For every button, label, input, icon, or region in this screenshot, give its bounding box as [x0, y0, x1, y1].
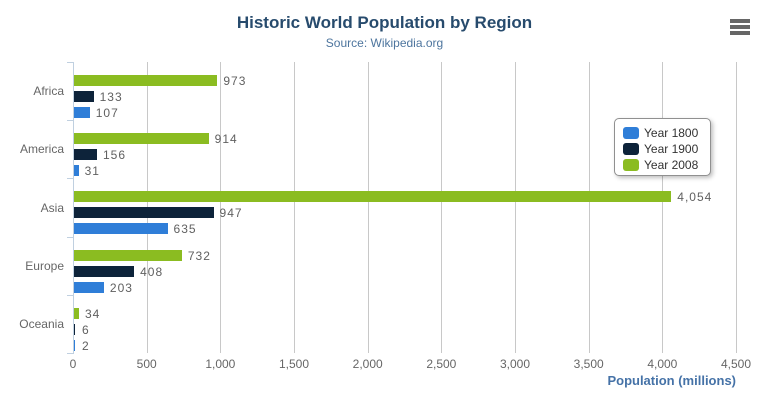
data-label: 947	[219, 206, 243, 221]
bar-year-1900-africa[interactable]	[74, 91, 94, 102]
y-category-label: Oceania	[19, 316, 64, 331]
gridline	[220, 62, 222, 353]
hamburger-icon	[730, 19, 750, 23]
x-axis-tick-label: 3,500	[573, 357, 604, 371]
data-label: 2	[82, 338, 90, 353]
x-axis-tick-label: 4,000	[647, 357, 678, 371]
data-label: 6	[82, 322, 90, 337]
y-category-label: Africa	[33, 84, 64, 99]
data-label: 133	[99, 90, 123, 104]
bar-year-1900-oceania[interactable]	[74, 323, 75, 335]
bar-year-1800-oceania[interactable]	[74, 339, 75, 351]
hamburger-icon	[730, 31, 750, 35]
data-label: 4,054	[677, 190, 713, 205]
x-axis-tick-label: 1,000	[205, 357, 236, 371]
chart-subtitle: Source: Wikipedia.org	[325, 36, 444, 50]
legend-label: Year 2008	[644, 158, 699, 172]
bar-year-1800-america[interactable]	[74, 165, 79, 177]
hamburger-icon	[730, 25, 750, 29]
context-menu-button[interactable]	[728, 17, 752, 37]
y-axis-line	[73, 62, 74, 354]
gridline	[294, 62, 295, 353]
x-axis-tick-label: 3,000	[499, 357, 531, 371]
x-axis-title: Population (millions)	[607, 373, 736, 388]
data-label: 34	[85, 306, 101, 321]
data-label: 973	[223, 74, 247, 88]
gridline	[662, 62, 664, 353]
gridline	[441, 62, 443, 353]
y-axis-tick	[67, 353, 73, 354]
gridline	[367, 62, 369, 353]
bar-year-1800-europe[interactable]	[74, 281, 104, 293]
x-axis-tick-label: 0	[69, 357, 77, 371]
legend: Year 1800 Year 1900 Year 2008	[614, 118, 711, 176]
data-label: 732	[187, 248, 211, 263]
y-category-label: Asia	[40, 200, 64, 215]
data-label: 107	[95, 106, 119, 120]
chart-title: Historic World Population by Region	[236, 13, 533, 32]
data-label: 914	[214, 132, 238, 147]
data-label: 31	[84, 164, 100, 179]
bar-year-2008-europe[interactable]	[74, 249, 182, 261]
data-label: 203	[109, 280, 133, 295]
bar-year-1900-europe[interactable]	[74, 265, 135, 277]
legend-swatch-icon	[623, 159, 639, 171]
bar-year-1900-asia[interactable]	[74, 207, 214, 219]
y-axis-tick	[67, 62, 73, 63]
y-axis-tick	[67, 236, 73, 238]
data-label: 635	[173, 222, 197, 237]
legend-item-year-1800[interactable]: Year 1800	[623, 125, 710, 141]
bar-year-2008-america[interactable]	[74, 133, 209, 145]
legend-swatch-icon	[623, 143, 639, 155]
bar-year-1900-america[interactable]	[74, 149, 97, 161]
legend-swatch-icon	[623, 127, 639, 139]
legend-label: Year 1900	[644, 142, 699, 156]
legend-item-year-2008[interactable]: Year 2008	[623, 157, 710, 173]
y-axis-tick	[67, 178, 73, 180]
bar-year-1800-africa[interactable]	[74, 107, 90, 118]
data-label: 408	[140, 264, 164, 279]
x-axis-tick-label: 2,000	[352, 357, 383, 371]
gridline	[736, 62, 737, 353]
bar-year-2008-oceania[interactable]	[74, 307, 79, 319]
x-axis-tick-label: 1,500	[278, 357, 310, 371]
y-axis-tick	[67, 294, 73, 296]
bar-year-1800-asia[interactable]	[74, 223, 168, 235]
bar-year-2008-asia[interactable]	[74, 191, 672, 203]
data-label: 156	[102, 148, 126, 163]
x-axis-tick-label: 500	[136, 357, 157, 371]
x-axis-tick-label: 2,500	[426, 357, 457, 371]
legend-item-year-1900[interactable]: Year 1900	[623, 141, 710, 157]
y-axis-tick	[67, 120, 73, 122]
legend-label: Year 1800	[644, 126, 699, 140]
y-category-label: Europe	[25, 258, 64, 273]
x-axis-tick-label: 4,500	[720, 357, 752, 371]
gridline	[515, 62, 516, 353]
gridline	[588, 62, 590, 353]
y-category-label: America	[19, 142, 64, 157]
bar-year-2008-africa[interactable]	[74, 75, 218, 86]
